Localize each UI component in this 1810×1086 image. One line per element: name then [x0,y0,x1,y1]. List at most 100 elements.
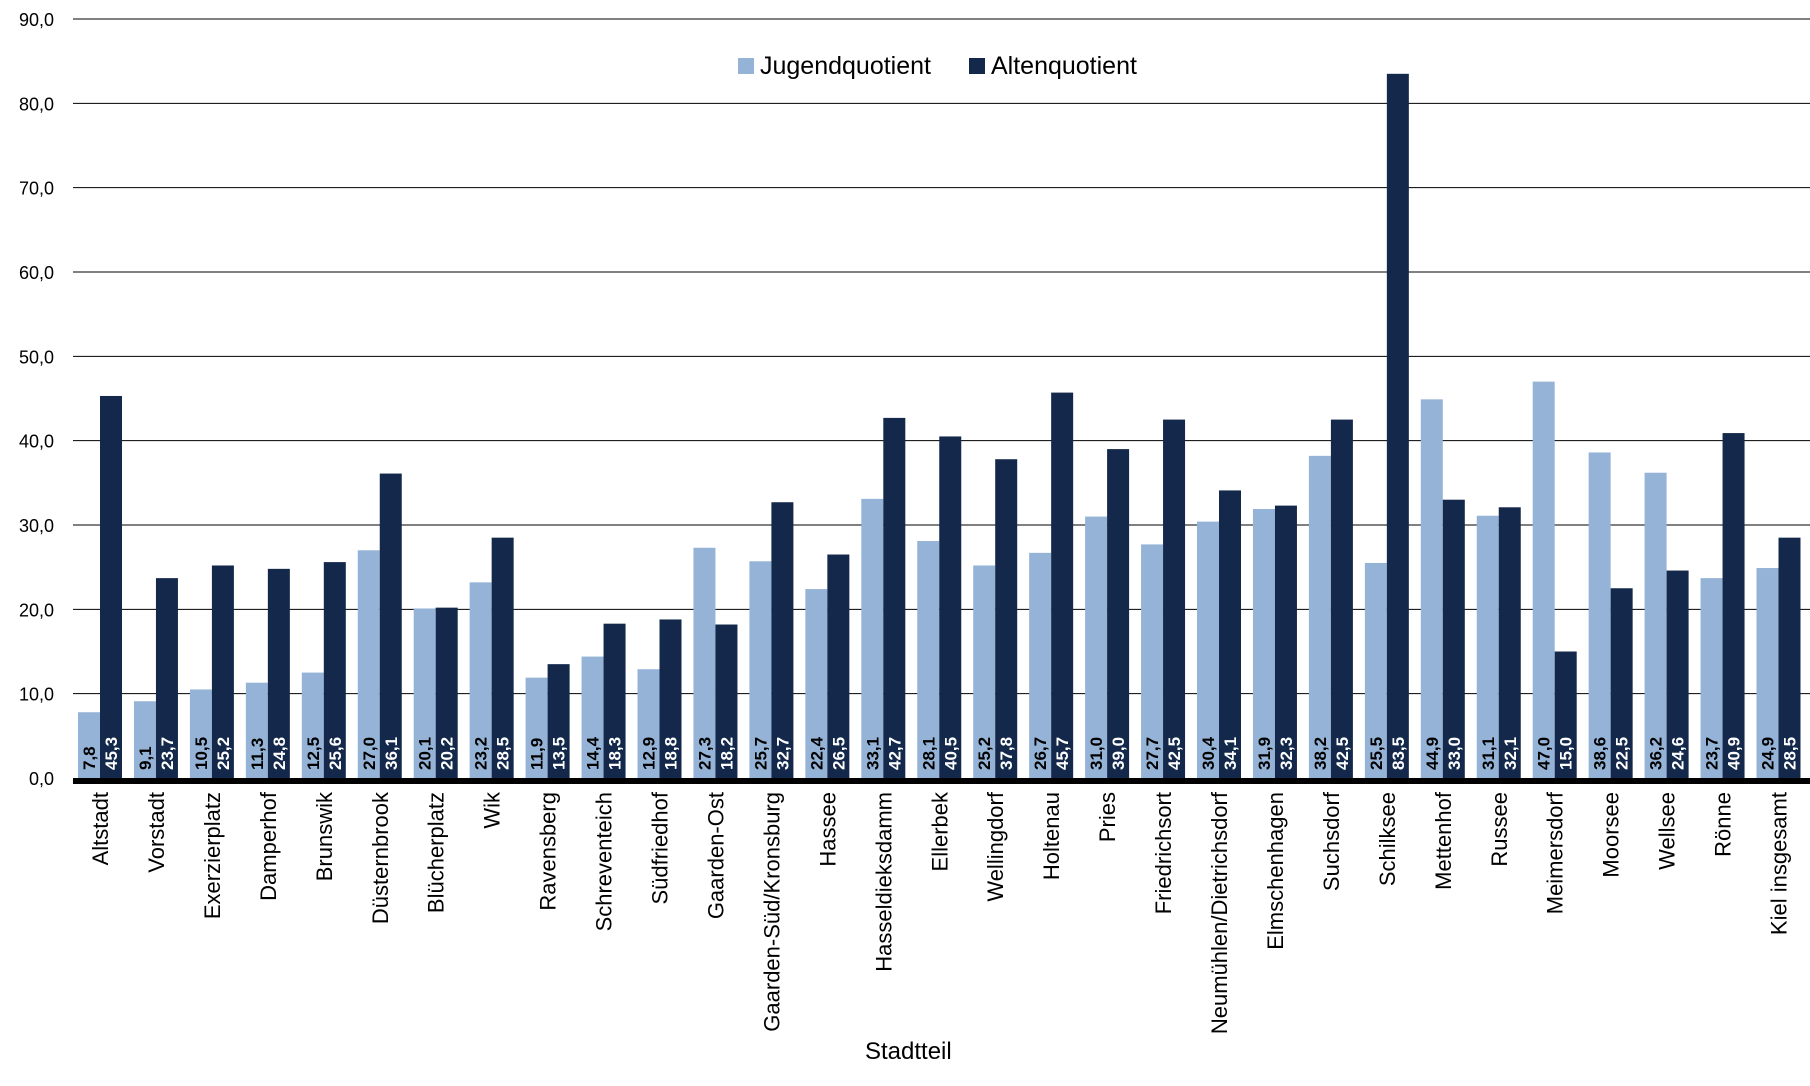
x-tick-label: Ravensberg [536,792,561,911]
bar-altenquotient [1107,449,1130,778]
y-tick-label: 0,0 [29,769,54,789]
bar-altenquotient [1666,570,1689,778]
data-label-altenquotient: 26,5 [829,737,848,770]
data-label-altenquotient: 28,5 [1781,737,1800,770]
data-label-altenquotient: 28,5 [494,737,513,770]
data-label-altenquotient: 36,1 [382,737,401,770]
bar-altenquotient [1778,537,1801,778]
bar-jugendquotient [1476,515,1499,778]
bar-jugendquotient [1644,472,1667,778]
x-tick-label: Schilksee [1375,792,1400,886]
bar-jugendquotient [581,656,604,778]
x-axis-title: Stadtteil [865,1038,952,1065]
bar-jugendquotient [1700,578,1723,778]
x-tick-label: Wellsee [1655,792,1680,870]
bar-jugendquotient [1029,552,1052,778]
data-label-altenquotient: 32,7 [773,737,792,770]
legend-item-altenquotient: Altenquotient [968,51,1137,81]
data-label-jugendquotient: 11,3 [248,738,267,770]
data-label-jugendquotient: 36,2 [1647,737,1666,770]
x-tick-label: Hasseldieksdamm [871,792,896,972]
data-label-jugendquotient: 12,9 [640,737,659,770]
data-label-jugendquotient: 9,1 [136,746,155,770]
data-label-altenquotient: 15,0 [1557,737,1576,770]
data-label-jugendquotient: 10,5 [192,737,211,770]
bar-altenquotient [491,537,514,778]
data-label-jugendquotient: 38,2 [1311,737,1330,770]
x-tick-label: Vorstadt [144,792,169,873]
bar-jugendquotient [1308,455,1331,778]
x-tick-label: Südfriedhof [648,791,673,904]
x-tick-label: Mettenhof [1431,791,1456,890]
bar-altenquotient [323,562,346,778]
y-tick-label: 60,0 [19,263,54,283]
y-tick-label: 70,0 [19,179,54,199]
data-label-altenquotient: 40,9 [1725,737,1744,770]
bar-jugendquotient [1364,562,1387,778]
data-label-jugendquotient: 44,9 [1423,737,1442,770]
data-label-jugendquotient: 27,3 [695,737,714,770]
y-tick-label: 90,0 [19,10,54,30]
x-tick-label: Düsternbrook [368,791,393,924]
bar-jugendquotient [357,550,380,778]
x-tick-label: Elmschenhagen [1263,792,1288,950]
bar-jugendquotient [805,589,828,778]
data-label-altenquotient: 18,8 [662,737,681,770]
x-tick-label: Moorsee [1599,792,1624,878]
bar-altenquotient [155,578,178,778]
bar-altenquotient [1219,490,1241,778]
data-labels: 7,8 45,3 9,1 23,7 10,5 25,2 11,3 24,8 12,5 25,6 27… [80,736,1800,770]
y-tick-label: 80,0 [19,94,54,114]
bar-altenquotient [659,619,682,778]
bar-altenquotient [100,395,122,778]
x-tick-label: Altstadt [88,792,113,865]
x-tick-label: Hassee [815,792,840,867]
y-tick-label: 50,0 [19,347,54,367]
y-tick-label: 30,0 [19,516,54,536]
data-label-altenquotient: 25,6 [326,737,345,770]
data-label-jugendquotient: 31,1 [1479,737,1498,770]
data-label-jugendquotient: 30,4 [1199,736,1218,770]
x-tick-label: Meimersdorf [1543,791,1568,914]
bar-altenquotient [211,565,234,778]
data-label-altenquotient: 83,5 [1389,737,1408,770]
bar-jugendquotient [1141,544,1164,778]
data-label-jugendquotient: 27,0 [360,737,379,770]
legend-swatch-altenquotient [968,58,985,74]
bar-jugendquotient [637,669,660,778]
legend-label-altenquotient: Altenquotient [990,51,1137,80]
bar-jugendquotient [525,677,548,778]
bar-altenquotient [1163,419,1186,778]
data-label-jugendquotient: 14,4 [584,736,603,770]
data-label-altenquotient: 45,3 [102,737,121,770]
x-tick-label: Rönne [1711,792,1736,857]
bar-jugendquotient [189,689,212,778]
bar-jugendquotient [1756,568,1779,778]
x-tick-label: Ellerbek [927,791,952,871]
bar-altenquotient [603,623,626,778]
y-tick-label: 40,0 [19,432,54,452]
data-label-altenquotient: 20,2 [438,737,457,770]
bar-altenquotient [827,554,850,778]
data-label-jugendquotient: 25,2 [975,737,994,770]
data-label-altenquotient: 24,8 [270,737,289,770]
x-tick-label: Pries [1095,792,1120,842]
legend-item-jugendquotient: Jugendquotient [738,52,931,81]
x-tick-label: Neumühlen/Dietrichsdorf [1207,791,1232,1034]
x-tick-label: Wik [480,791,505,829]
data-label-jugendquotient: 25,5 [1367,737,1386,770]
x-axis-tick-labels: Altstadt Vorstadt Exerzierplatz Damperhof Br… [88,791,1792,1034]
bar-altenquotient [1554,651,1577,778]
data-label-jugendquotient: 31,9 [1255,737,1274,770]
data-label-altenquotient: 32,3 [1277,737,1296,770]
bar-altenquotient [379,473,402,778]
x-tick-label: Wellingdorf [983,791,1008,902]
data-label-altenquotient: 42,5 [1333,737,1352,770]
x-tick-label: Holtenau [1039,792,1064,880]
data-label-jugendquotient: 12,5 [304,737,323,770]
bar-jugendquotient [1085,516,1108,778]
x-tick-label: Kiel insgesamt [1767,792,1792,935]
data-label-jugendquotient: 26,7 [1031,737,1050,770]
bar-altenquotient [1330,419,1353,778]
data-label-jugendquotient: 7,8 [80,746,99,770]
